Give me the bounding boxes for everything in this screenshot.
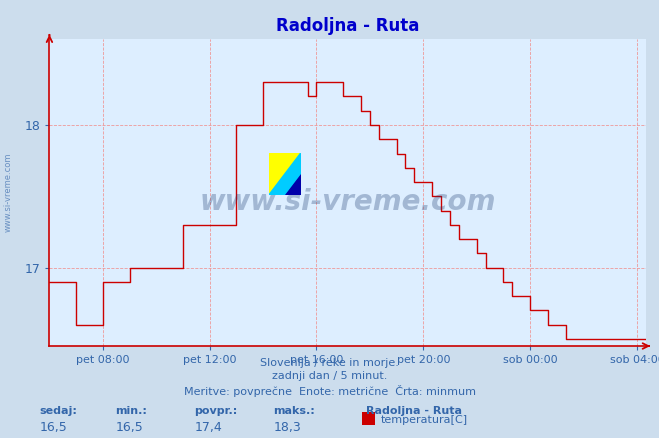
Polygon shape [269,153,301,195]
Text: maks.:: maks.: [273,406,315,417]
Text: povpr.:: povpr.: [194,406,238,417]
Text: 16,5: 16,5 [40,421,67,434]
Polygon shape [269,153,301,195]
Polygon shape [285,174,301,195]
Text: 18,3: 18,3 [273,421,301,434]
Text: temperatura[C]: temperatura[C] [381,415,468,424]
Text: Meritve: povprečne  Enote: metrične  Črta: minmum: Meritve: povprečne Enote: metrične Črta:… [183,385,476,396]
Text: sedaj:: sedaj: [40,406,77,417]
Text: 17,4: 17,4 [194,421,222,434]
Text: min.:: min.: [115,406,147,417]
Text: Slovenija / reke in morje.: Slovenija / reke in morje. [260,358,399,368]
Text: Radoljna - Ruta: Radoljna - Ruta [366,406,462,417]
Title: Radoljna - Ruta: Radoljna - Ruta [276,17,419,35]
Text: zadnji dan / 5 minut.: zadnji dan / 5 minut. [272,371,387,381]
Text: 16,5: 16,5 [115,421,143,434]
Text: www.si-vreme.com: www.si-vreme.com [3,153,13,233]
Text: www.si-vreme.com: www.si-vreme.com [200,188,496,216]
